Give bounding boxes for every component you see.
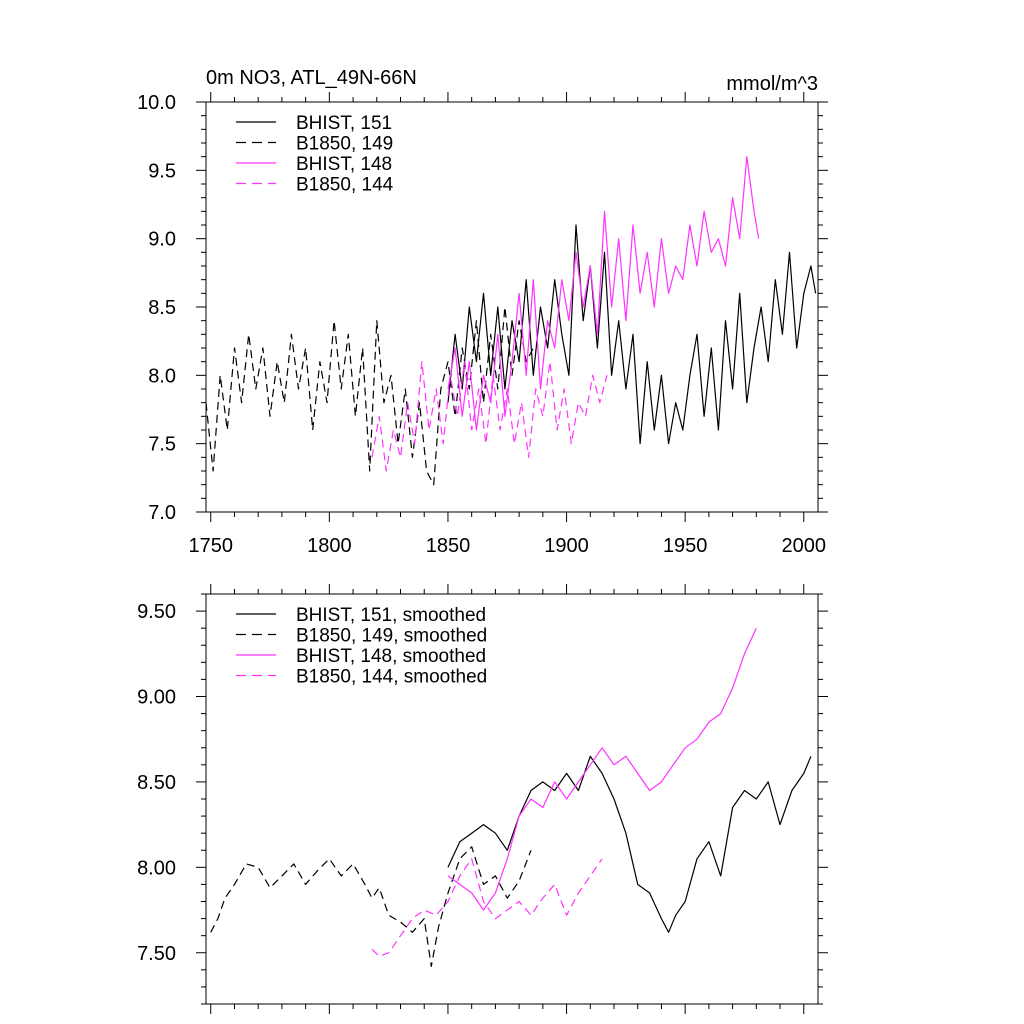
legend-label: BHIST, 148, smoothed: [296, 646, 486, 667]
series-line: [210, 846, 532, 968]
y-tick-label: 9.0: [148, 229, 176, 251]
y-tick-label: 10.0: [137, 92, 176, 114]
bottom-panel: 7.50 8.00 8.50 9.00 9.50 BHIST, 151, smoothed…: [137, 584, 828, 1014]
series-line: [447, 156, 760, 431]
series-line: [371, 361, 608, 472]
legend-label: BHIST, 151, smoothed: [296, 605, 486, 626]
top-panel: 1750 1800 1850 1900 1950 2000 7.0 7.5 8.0 8.5 9.0 9…: [137, 67, 828, 557]
x-tick-label: 1800: [307, 535, 352, 557]
legend-label: BHIST, 148: [296, 154, 392, 175]
y-tick-label: 9.50: [137, 601, 176, 623]
x-tick-label: 1850: [426, 535, 471, 557]
legend-label: B1850, 149, smoothed: [296, 626, 487, 647]
y-tick-label: 8.00: [137, 857, 176, 879]
series-line: [447, 224, 817, 445]
x-tick-label: 1900: [544, 535, 589, 557]
x-tick-label: 2000: [782, 535, 827, 557]
series-line: [447, 755, 812, 933]
y-tick-label: 7.0: [148, 502, 176, 524]
y-tick-label: 9.00: [137, 687, 176, 709]
y-tick-label: 7.50: [137, 943, 176, 965]
legend-label: B1850, 144, smoothed: [296, 667, 487, 688]
series-line: [371, 858, 603, 957]
x-tick-label: 1750: [188, 535, 233, 557]
x-tick-label: 1950: [663, 535, 708, 557]
units-label: mmol/m^3: [726, 73, 818, 95]
series-line: [447, 627, 757, 911]
y-tick-label: 9.5: [148, 160, 176, 182]
y-tick-label: 8.0: [148, 365, 176, 387]
series-line: [205, 306, 534, 486]
y-tick-label: 7.5: [148, 434, 176, 456]
legend-label: BHIST, 151: [296, 113, 392, 134]
legend-label: B1850, 149: [296, 134, 393, 155]
legend-label: B1850, 144: [296, 175, 394, 196]
y-tick-label: 8.5: [148, 297, 176, 319]
chart-title: 0m NO3, ATL_49N-66N: [206, 67, 417, 89]
y-tick-label: 8.50: [137, 772, 176, 794]
